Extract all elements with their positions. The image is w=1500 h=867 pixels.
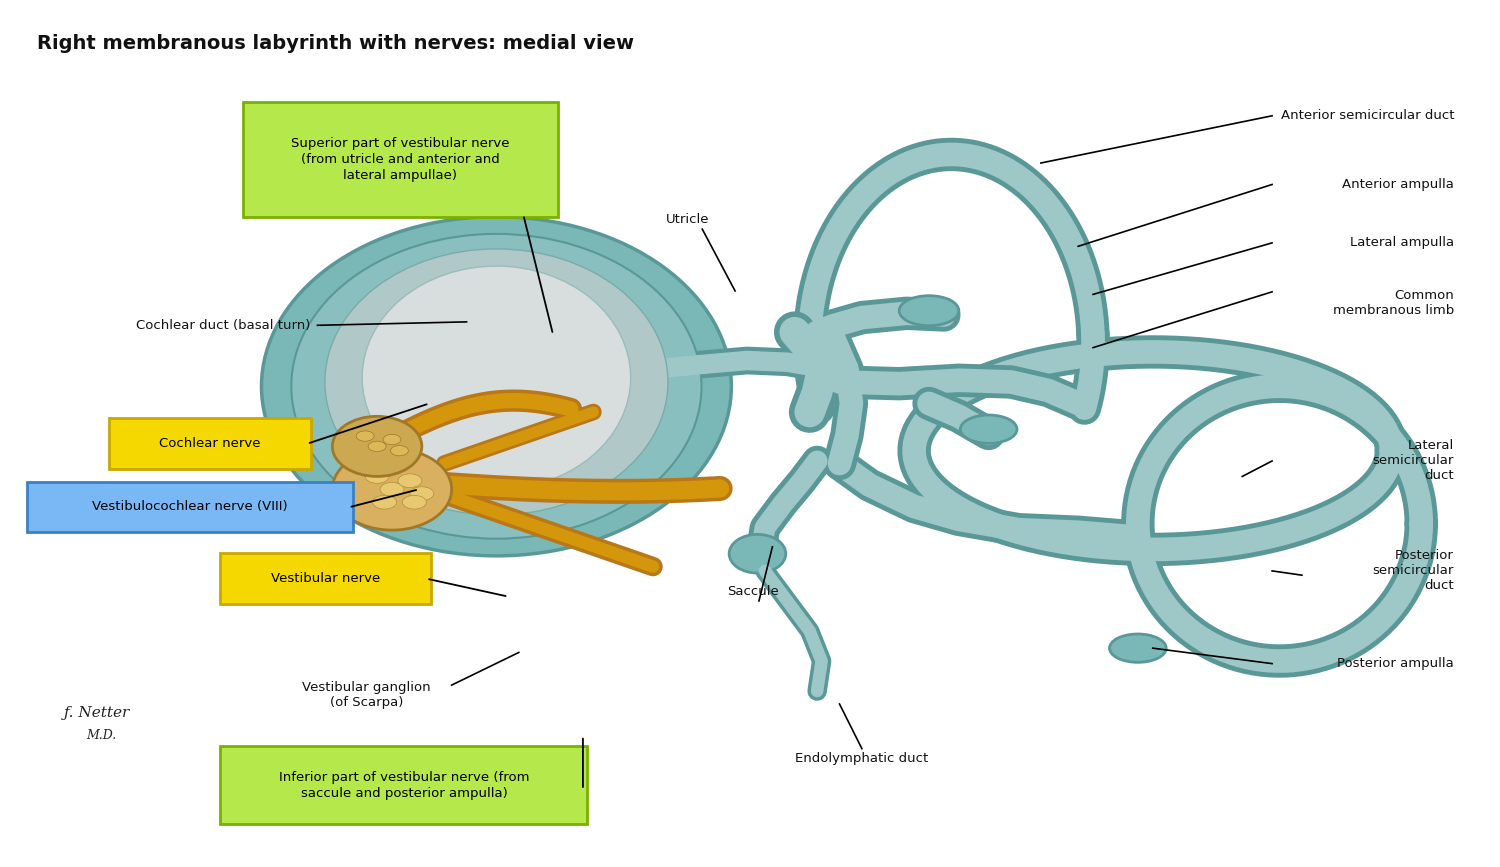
Ellipse shape xyxy=(333,448,452,530)
Text: Inferior part of vestibular nerve (from
saccule and posterior ampulla): Inferior part of vestibular nerve (from … xyxy=(279,771,530,799)
FancyBboxPatch shape xyxy=(220,553,430,603)
Text: Posterior ampulla: Posterior ampulla xyxy=(1338,657,1454,670)
Circle shape xyxy=(390,446,408,456)
Text: Right membranous labyrinth with nerves: medial view: Right membranous labyrinth with nerves: … xyxy=(38,34,634,53)
Text: Vestibulocochlear nerve (VIII): Vestibulocochlear nerve (VIII) xyxy=(92,500,288,513)
FancyBboxPatch shape xyxy=(220,746,588,825)
Ellipse shape xyxy=(333,416,422,477)
Ellipse shape xyxy=(729,534,786,573)
Circle shape xyxy=(402,495,426,509)
Circle shape xyxy=(398,474,422,487)
Circle shape xyxy=(356,431,374,441)
Text: Common
membranous limb: Common membranous limb xyxy=(1334,289,1454,317)
Circle shape xyxy=(368,441,386,452)
Circle shape xyxy=(382,434,400,445)
Text: Vestibular ganglion
(of Scarpa): Vestibular ganglion (of Scarpa) xyxy=(303,681,430,709)
Text: Cochlear nerve: Cochlear nerve xyxy=(159,437,261,450)
Text: ƒ. Netter: ƒ. Netter xyxy=(63,706,130,720)
Text: Cochlear duct (basal turn): Cochlear duct (basal turn) xyxy=(135,319,310,332)
Text: Lateral
semicircular
duct: Lateral semicircular duct xyxy=(1372,440,1454,482)
Text: Posterior
semicircular
duct: Posterior semicircular duct xyxy=(1372,550,1454,592)
Text: Anterior semicircular duct: Anterior semicircular duct xyxy=(1281,109,1454,122)
Ellipse shape xyxy=(261,217,732,556)
Ellipse shape xyxy=(960,415,1017,443)
Circle shape xyxy=(364,470,388,483)
Text: Utricle: Utricle xyxy=(666,212,710,225)
Text: Saccule: Saccule xyxy=(728,585,778,598)
Ellipse shape xyxy=(291,234,702,538)
Ellipse shape xyxy=(326,249,668,515)
Circle shape xyxy=(410,486,434,500)
FancyBboxPatch shape xyxy=(108,418,312,469)
Text: Anterior ampulla: Anterior ampulla xyxy=(1342,178,1454,191)
Circle shape xyxy=(380,482,404,496)
Text: Superior part of vestibular nerve
(from utricle and anterior and
lateral ampulla: Superior part of vestibular nerve (from … xyxy=(291,137,510,182)
Ellipse shape xyxy=(1110,634,1166,662)
Circle shape xyxy=(372,495,396,509)
Text: Lateral ampulla: Lateral ampulla xyxy=(1350,237,1454,250)
Text: Endolymphatic duct: Endolymphatic duct xyxy=(795,752,928,765)
Ellipse shape xyxy=(898,296,958,326)
FancyBboxPatch shape xyxy=(27,481,352,532)
FancyBboxPatch shape xyxy=(243,102,558,217)
Text: M.D.: M.D. xyxy=(86,729,117,742)
Ellipse shape xyxy=(362,266,630,489)
Text: Vestibular nerve: Vestibular nerve xyxy=(272,571,380,584)
